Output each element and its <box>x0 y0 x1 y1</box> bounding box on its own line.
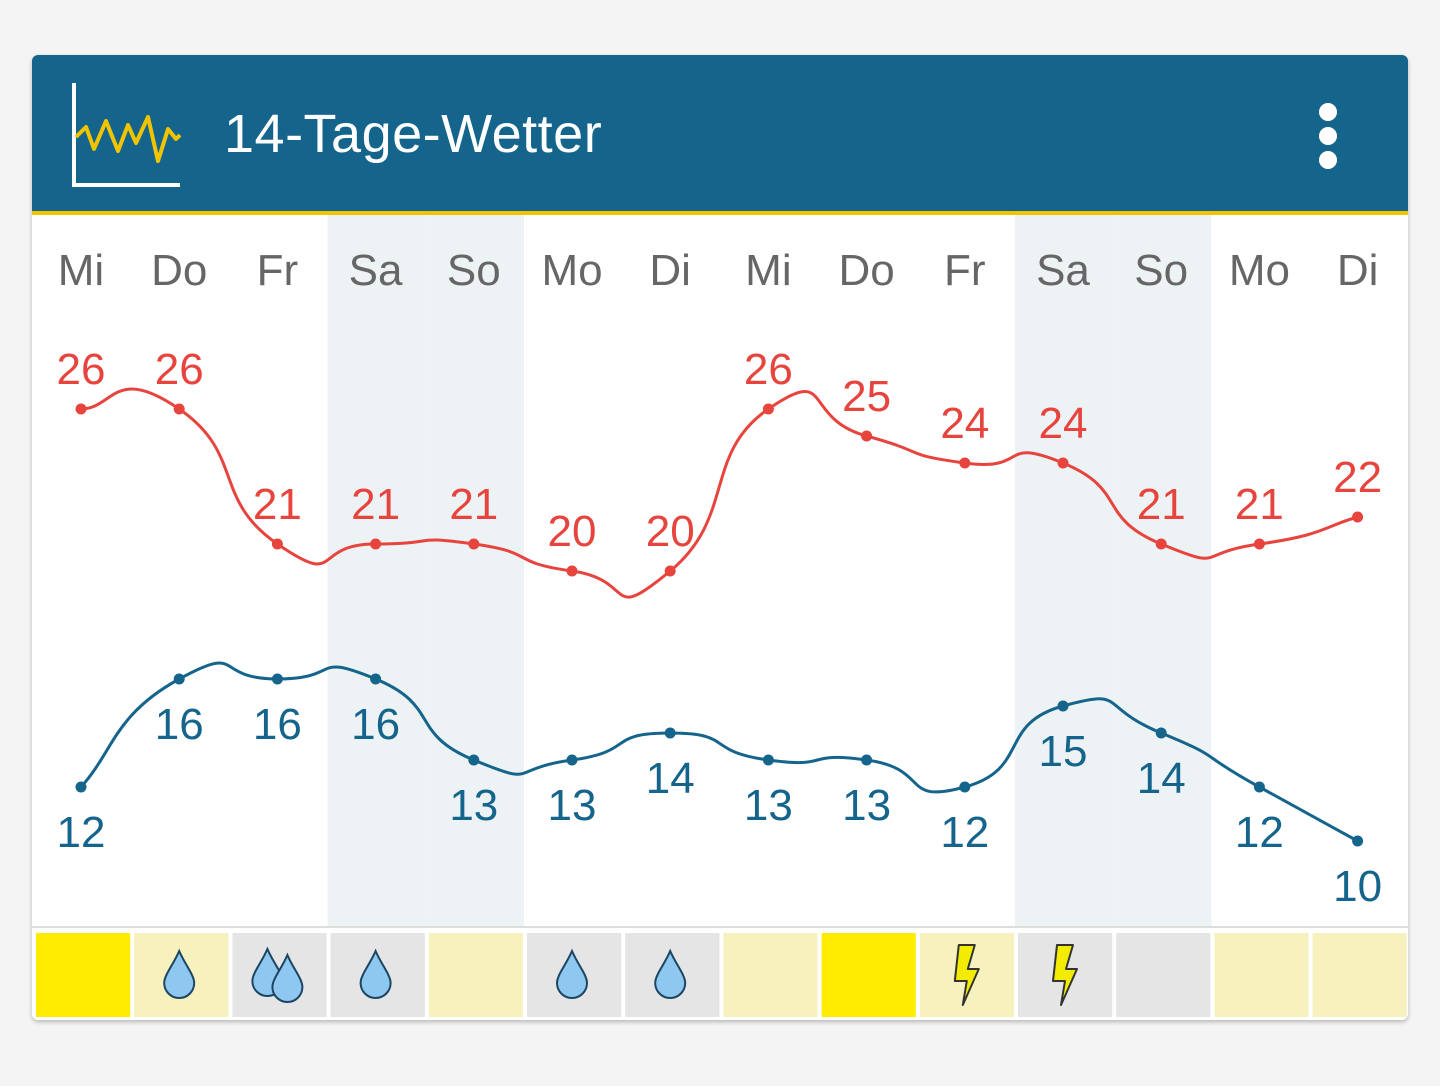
more-vert-icon[interactable] <box>1308 99 1348 171</box>
max-temp-point <box>468 538 480 550</box>
max-temp-label: 22 <box>1333 453 1382 502</box>
max-temp-point <box>271 538 283 550</box>
max-temp-point <box>1057 457 1069 469</box>
max-temp-label: 25 <box>842 372 891 421</box>
max-temp-point <box>75 403 87 415</box>
min-temp-label: 15 <box>1039 727 1088 776</box>
min-temp-point <box>1155 727 1167 739</box>
lightning-icon <box>953 944 980 1006</box>
weather-cell <box>723 933 818 1017</box>
weather-cell <box>36 933 131 1017</box>
max-temp-point <box>173 403 185 415</box>
min-temp-label: 13 <box>548 781 597 830</box>
min-temp-point <box>664 727 676 739</box>
max-temp-point <box>1155 538 1167 550</box>
min-temp-point <box>959 781 971 793</box>
lightning-icon <box>1052 944 1078 1006</box>
max-temp-point <box>762 403 774 415</box>
weekend-shade <box>425 215 524 927</box>
min-temp-label: 16 <box>253 700 302 749</box>
max-temp-label: 24 <box>940 399 989 448</box>
min-temp-point <box>861 754 873 766</box>
min-temp-point <box>271 673 283 685</box>
min-temp-label: 16 <box>155 700 204 749</box>
raindrop-icon <box>555 948 589 999</box>
min-temp-label: 13 <box>449 781 498 830</box>
max-temp-label: 21 <box>1137 480 1186 529</box>
min-temp-line <box>79 661 1359 843</box>
max-temp-label: 20 <box>646 507 695 556</box>
day-label: Mi <box>745 246 791 295</box>
weather-cell <box>821 933 916 1017</box>
min-temp-label: 16 <box>351 700 400 749</box>
max-temp-label: 21 <box>1235 480 1284 529</box>
min-temp-point <box>75 781 87 793</box>
min-temp-label: 14 <box>1137 754 1186 803</box>
day-label: Mo <box>1229 246 1290 295</box>
day-label: Fr <box>257 246 299 295</box>
day-label: So <box>1134 246 1188 295</box>
max-temp-label: 26 <box>744 345 793 394</box>
weather-cell <box>1116 933 1211 1017</box>
max-temp-point <box>959 457 971 469</box>
weather-cell <box>1214 933 1309 1017</box>
min-temp-label: 12 <box>57 808 106 857</box>
min-temp-label: 10 <box>1333 862 1382 911</box>
max-temp-point <box>861 430 873 442</box>
weekend-shade <box>1113 215 1212 927</box>
min-temp-label: 13 <box>744 781 793 830</box>
min-temp-point <box>762 754 774 766</box>
max-temp-point <box>370 538 382 550</box>
max-temp-label: 21 <box>253 480 302 529</box>
min-temp-label: 13 <box>842 781 891 830</box>
weekend-shade <box>327 215 426 927</box>
min-temp-point <box>1057 700 1069 712</box>
min-temp-point <box>370 673 382 685</box>
day-label: Sa <box>349 246 403 295</box>
max-temp-point <box>1253 538 1265 550</box>
day-label: Di <box>649 246 691 295</box>
day-label: So <box>447 246 501 295</box>
min-temp-point <box>1352 835 1364 847</box>
max-temp-label: 24 <box>1039 399 1088 448</box>
max-temp-label: 21 <box>449 480 498 529</box>
weather-cell <box>1312 933 1407 1017</box>
min-temp-point <box>566 754 578 766</box>
raindrop-icon <box>654 948 687 999</box>
min-temp-point <box>173 673 185 685</box>
day-label: Di <box>1337 246 1379 295</box>
card-header: 14-Tage-Wetter <box>32 55 1408 215</box>
day-label: Fr <box>944 246 986 295</box>
max-temp-line <box>80 387 1358 599</box>
day-label: Mo <box>541 246 602 295</box>
forecast-chart: Mi Do Fr Sa So Mo Di Mi Do Fr Sa So Mo Di 26 26 21 21 21 20… <box>32 215 1408 1017</box>
weather-cell <box>428 933 523 1017</box>
card-title: 14-Tage-Wetter <box>224 104 603 164</box>
min-temp-point <box>468 754 480 766</box>
max-temp-point <box>566 565 578 577</box>
max-temp-label: 21 <box>351 480 400 529</box>
raindrop-icon <box>163 948 196 999</box>
max-temp-point <box>664 565 676 577</box>
max-temp-label: 26 <box>57 345 106 394</box>
day-label: Do <box>838 246 894 295</box>
day-label: Mi <box>58 246 104 295</box>
min-temp-label: 12 <box>940 808 989 857</box>
min-temp-label: 12 <box>1235 808 1284 857</box>
raindrop-icon <box>359 948 392 999</box>
day-label: Do <box>151 246 207 295</box>
raindrops-icon <box>271 952 304 1003</box>
max-temp-point <box>1352 511 1364 523</box>
line-chart-icon <box>72 83 182 187</box>
weekend-shade <box>1015 215 1114 927</box>
min-temp-label: 14 <box>646 754 695 803</box>
min-temp-point <box>1253 781 1265 793</box>
day-label: Sa <box>1036 246 1090 295</box>
weather-card: Mi Do Fr Sa So Mo Di Mi Do Fr Sa So Mo Di 26 26 21 21 21 20… <box>32 55 1408 1020</box>
max-temp-label: 26 <box>155 345 204 394</box>
max-temp-label: 20 <box>548 507 597 556</box>
